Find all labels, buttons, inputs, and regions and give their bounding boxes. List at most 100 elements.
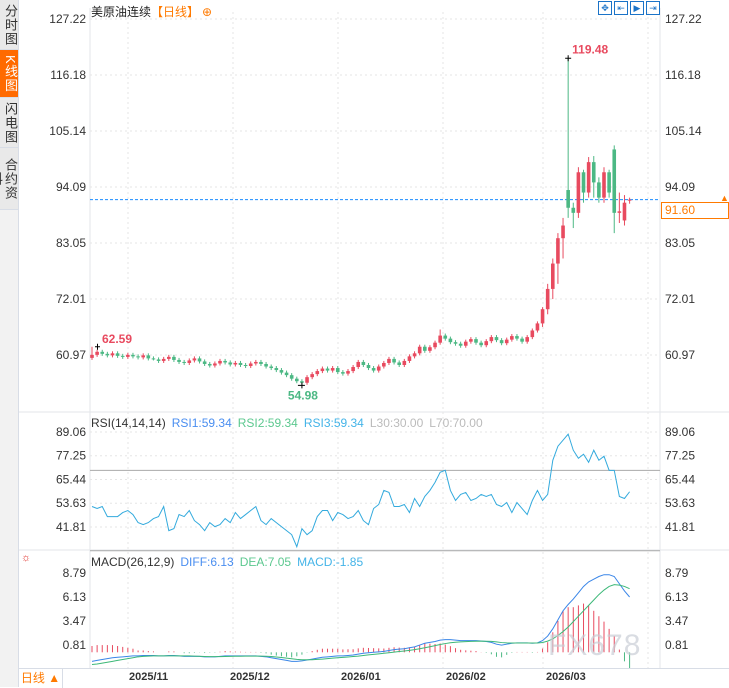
candle-body	[407, 356, 412, 361]
candle-body	[499, 340, 504, 344]
date-label: 2026/02	[446, 671, 486, 683]
candle-body	[366, 364, 371, 369]
candle-body	[417, 346, 422, 354]
candle-body	[310, 374, 314, 378]
diff-value: DIFF:6.13	[180, 555, 234, 569]
candle-body	[433, 342, 437, 348]
macd-value: MACD:-1.85	[297, 555, 364, 569]
rsi-tick-right: 77.25	[665, 449, 695, 463]
high-marker	[565, 55, 572, 62]
candle-body	[361, 361, 366, 365]
tab-kline[interactable]: K线图	[0, 50, 18, 98]
candle-body	[423, 346, 427, 351]
candle-body	[233, 362, 238, 365]
rsi-tick-right: 89.06	[665, 425, 695, 439]
macd-tick-right: 0.81	[665, 638, 689, 652]
candle-body	[131, 354, 135, 357]
l70-value: L70:70.00	[429, 416, 483, 430]
candle-body	[561, 225, 565, 239]
tab-flash[interactable]: 闪电图	[0, 98, 18, 148]
macd-tick-right: 6.13	[665, 590, 689, 604]
candle-body	[387, 358, 391, 363]
candle-body	[392, 358, 396, 363]
candle-body	[622, 202, 627, 221]
tab-contract-info[interactable]: 合约资料	[0, 148, 18, 210]
jump-latest-icon[interactable]: ⇥	[646, 1, 660, 15]
candle-body	[474, 339, 478, 343]
price-tick-left: 83.05	[56, 236, 86, 250]
period-label: 【日线】	[151, 5, 200, 19]
candle-body	[356, 361, 361, 368]
rsi1-value: RSI1:59.34	[171, 416, 232, 430]
candle-body	[320, 368, 325, 372]
chart-toolbar: ✥ ⇤ ▶ ⇥	[598, 1, 660, 15]
candle-body	[243, 364, 248, 367]
rsi-tick-right: 65.44	[665, 472, 695, 486]
candle-body	[228, 362, 233, 365]
candle-body	[489, 337, 494, 342]
rsi-tick-left: 53.63	[56, 496, 86, 510]
candle-body	[591, 162, 596, 183]
candle-body	[126, 354, 130, 357]
candle-body	[151, 358, 156, 360]
low-marker	[297, 382, 305, 389]
candle-body	[207, 363, 212, 366]
instrument-name: 美原油连续	[91, 5, 152, 19]
candle-body	[284, 372, 289, 376]
candle-body	[581, 172, 586, 193]
candle-body	[520, 338, 524, 342]
candle-body	[484, 341, 489, 346]
start-price-label: 62.59	[102, 332, 132, 346]
macd-tick-left: 0.81	[63, 638, 87, 652]
rsi-label: RSI(14,14,14)	[91, 416, 166, 430]
price-tick-right: 72.01	[665, 292, 695, 306]
candle-body	[551, 263, 555, 289]
dea-value: DEA:7.05	[239, 555, 292, 569]
candle-body	[371, 368, 376, 371]
start-marker	[95, 343, 100, 350]
candle-body	[136, 356, 140, 358]
crosshair-icon[interactable]: ✥	[598, 1, 612, 15]
high-price-label: 119.48	[572, 42, 608, 56]
candle-body	[412, 353, 417, 357]
candle-body	[269, 366, 273, 369]
candle-body	[535, 323, 540, 331]
candle-body	[530, 330, 535, 338]
expand-icon[interactable]: ▶	[630, 1, 644, 15]
candle-body	[382, 362, 386, 367]
tab-timeshare[interactable]: 分时图	[0, 0, 18, 50]
candle-body	[458, 343, 463, 346]
candle-body	[545, 288, 550, 310]
chart-title: 美原油连续【日线】 ⊕	[91, 3, 212, 20]
candle-body	[525, 337, 529, 342]
zoom-in-icon[interactable]: ⊕	[202, 5, 213, 19]
rsi2-value: RSI2:59.34	[237, 416, 298, 430]
candle-body	[161, 358, 166, 361]
candle-body	[566, 190, 570, 208]
candle-body	[120, 355, 125, 357]
rsi-line	[91, 433, 630, 549]
candle-body	[213, 363, 217, 366]
candle-body	[479, 342, 483, 346]
price-tick-left: 60.97	[56, 348, 86, 362]
candle-body	[504, 339, 509, 344]
candle-body	[305, 377, 309, 383]
candle-body	[254, 361, 258, 364]
candle-body	[167, 356, 171, 359]
settings-sun-icon[interactable]: ☼	[21, 552, 32, 564]
price-tick-right: 94.09	[665, 180, 695, 194]
date-label: 2026/01	[341, 671, 381, 683]
date-label: 2026/03	[546, 671, 586, 683]
dea-line	[91, 584, 630, 665]
candle-body	[376, 366, 381, 371]
period-selector-button[interactable]: 日线 ▲	[19, 669, 63, 688]
price-tick-left: 127.22	[49, 12, 86, 26]
candle-body	[197, 358, 202, 362]
candle-body	[402, 360, 407, 365]
shrink-icon[interactable]: ⇤	[614, 1, 628, 15]
candle-body	[202, 361, 207, 364]
candle-body	[156, 359, 161, 361]
rsi-tick-left: 77.25	[56, 449, 86, 463]
candle-body	[279, 370, 284, 373]
